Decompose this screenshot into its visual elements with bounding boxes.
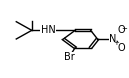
Text: −: − [122, 26, 127, 32]
Text: N: N [109, 34, 117, 44]
Text: Br: Br [64, 52, 74, 62]
Text: HN: HN [41, 25, 55, 35]
Text: O: O [117, 43, 125, 53]
Text: +: + [114, 40, 119, 46]
Text: O: O [117, 25, 125, 35]
